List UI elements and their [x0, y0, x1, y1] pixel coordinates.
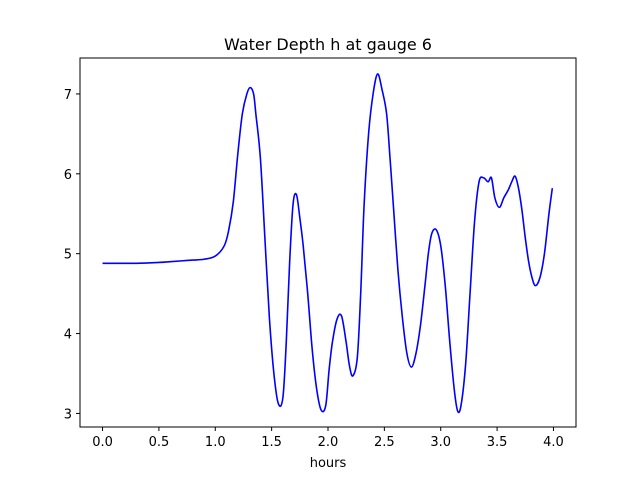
x-tick-label: 1.5 — [261, 435, 282, 450]
x-tick-label: 1.0 — [205, 435, 226, 450]
y-tick-label: 3 — [64, 407, 72, 422]
x-tick-label: 3.5 — [487, 435, 508, 450]
y-tick-label: 7 — [64, 88, 72, 103]
chart-title: Water Depth h at gauge 6 — [224, 35, 432, 54]
y-tick-label: 6 — [64, 168, 72, 183]
x-tick-label: 2.5 — [374, 435, 395, 450]
x-tick-label: 4.0 — [543, 435, 564, 450]
x-tick-label: 0.5 — [149, 435, 170, 450]
x-axis-label: hours — [310, 456, 347, 471]
x-tick-label: 0.0 — [92, 435, 113, 450]
x-tick-label: 3.0 — [430, 435, 451, 450]
y-tick-label: 4 — [64, 328, 72, 343]
series-line-0 — [102, 73, 554, 414]
x-tick-label: 2.0 — [318, 435, 339, 450]
plot-frame — [79, 57, 577, 428]
y-tick-label: 5 — [64, 248, 72, 263]
plot-area: 0.0 0.5 1.0 1.5 2.0 2.5 3.0 3.5 4.0 3 4 5 6 7 — [64, 57, 577, 450]
